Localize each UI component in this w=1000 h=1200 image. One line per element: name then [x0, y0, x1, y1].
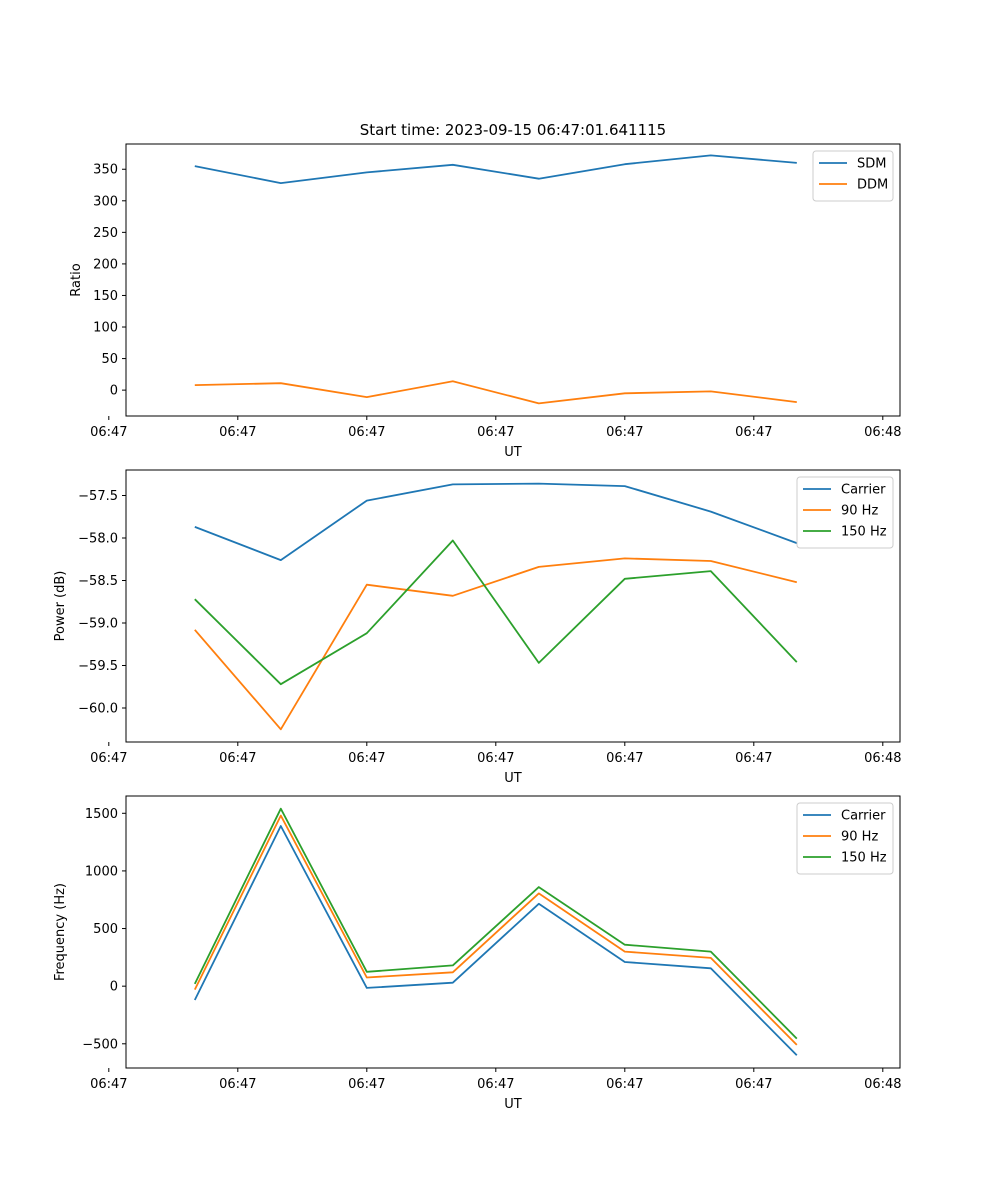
- legend-label: 90 Hz: [841, 504, 878, 519]
- y-tick-label: 200: [93, 257, 118, 272]
- series-line-ddm: [194, 380, 797, 405]
- legend-label: 90 Hz: [841, 830, 878, 845]
- legend-label: 150 Hz: [841, 525, 887, 540]
- y-tick-label: 500: [93, 922, 118, 937]
- legend: Carrier 90 Hz 150 Hz: [796, 476, 894, 549]
- x-tick-label: 06:47: [348, 1077, 385, 1092]
- x-tick-label: 06:47: [219, 751, 256, 766]
- y-tick-label: 300: [93, 194, 118, 209]
- series-line-carrier: [194, 482, 798, 561]
- x-axis-label: UT: [504, 1097, 522, 1112]
- y-tick-label: 150: [93, 289, 118, 304]
- legend-label: Carrier: [841, 483, 886, 498]
- x-tick-label: 06:47: [90, 425, 127, 440]
- y-tick-label: −59.0: [78, 617, 118, 632]
- series-line-150-hz: [193, 807, 798, 1040]
- chart-panel-2: 06:47 06:47 06:47 06:47 06:47 06:47 06:48 −60.0…: [53, 469, 902, 786]
- x-tick-label: 06:47: [606, 425, 643, 440]
- x-tick-label: 06:47: [348, 751, 385, 766]
- y-tick-label: −59.5: [78, 659, 118, 674]
- legend-label: DDM: [857, 178, 888, 193]
- y-tick-label: 50: [101, 352, 118, 367]
- y-tick-label: −60.0: [78, 702, 118, 717]
- x-tick-label: 06:47: [735, 751, 772, 766]
- x-tick-label: 06:48: [864, 751, 901, 766]
- x-tick-label: 06:47: [606, 751, 643, 766]
- y-tick-label: 100: [93, 321, 118, 336]
- x-tick-label: 06:47: [219, 425, 256, 440]
- series-line-sdm: [194, 154, 797, 185]
- x-tick-label: 06:47: [735, 425, 772, 440]
- plot-frame: [125, 469, 901, 743]
- x-tick-label: 06:47: [219, 1077, 256, 1092]
- x-tick-label: 06:48: [864, 425, 901, 440]
- y-tick-label: 0: [110, 384, 118, 399]
- plot-frame: [125, 143, 901, 417]
- y-tick-label: −57.5: [78, 489, 118, 504]
- y-axis-label: Power (dB): [53, 571, 68, 642]
- y-tick-label: 250: [93, 226, 118, 241]
- y-axis-label: Frequency (Hz): [53, 883, 68, 981]
- y-tick-label: 0: [110, 980, 118, 995]
- chart-panel-1: Start time: 2023-09-15 06:47:01.641115 06…: [69, 121, 902, 460]
- series-line-carrier: [193, 825, 798, 1056]
- chart-title: Start time: 2023-09-15 06:47:01.641115: [360, 121, 666, 139]
- y-axis-label: Ratio: [69, 263, 84, 296]
- x-axis-label: UT: [504, 771, 522, 786]
- series-line-90-hz: [194, 557, 798, 731]
- plot-frame: [125, 795, 901, 1069]
- x-tick-label: 06:47: [348, 425, 385, 440]
- x-tick-label: 06:47: [477, 751, 514, 766]
- x-tick-label: 06:47: [477, 425, 514, 440]
- x-tick-label: 06:47: [735, 1077, 772, 1092]
- series-line-150-hz: [194, 539, 798, 686]
- y-tick-label: −500: [82, 1037, 118, 1052]
- x-axis-label: UT: [504, 445, 522, 460]
- legend-label: 150 Hz: [841, 851, 887, 866]
- series-line-90-hz: [193, 814, 798, 1046]
- x-tick-label: 06:47: [606, 1077, 643, 1092]
- x-tick-label: 06:47: [90, 751, 127, 766]
- y-tick-label: 1000: [85, 864, 118, 879]
- y-tick-label: 350: [93, 163, 118, 178]
- x-tick-label: 06:48: [864, 1077, 901, 1092]
- x-tick-label: 06:47: [477, 1077, 514, 1092]
- y-tick-label: 1500: [85, 807, 118, 822]
- legend-label: Carrier: [841, 809, 886, 824]
- y-tick-label: −58.5: [78, 574, 118, 589]
- legend: SDM DDM: [812, 150, 894, 202]
- legend: Carrier 90 Hz 150 Hz: [796, 802, 894, 875]
- y-tick-label: −58.0: [78, 532, 118, 547]
- chart-panel-3: 06:47 06:47 06:47 06:47 06:47 06:47 06:48 −500 0…: [53, 795, 902, 1112]
- x-tick-label: 06:47: [90, 1077, 127, 1092]
- legend-label: SDM: [857, 157, 886, 172]
